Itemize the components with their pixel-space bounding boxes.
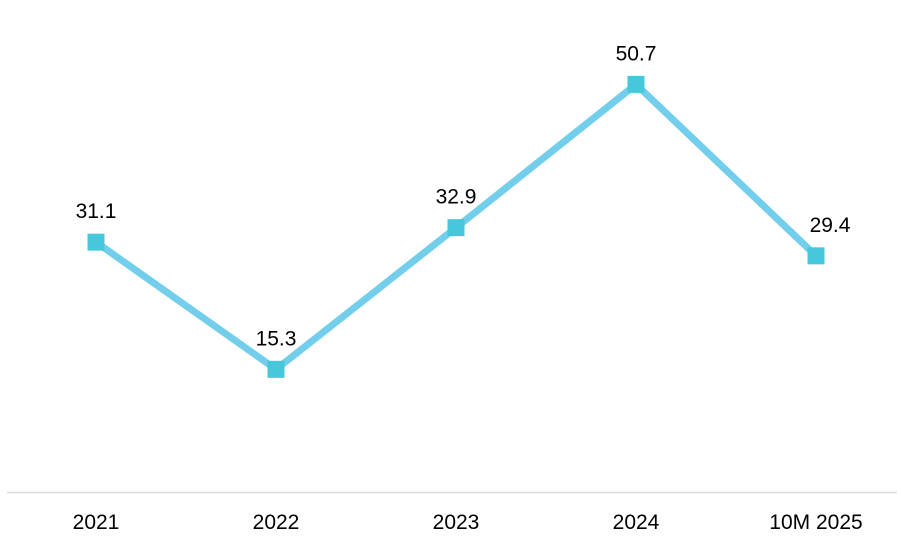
- data-label: 32.9: [436, 186, 477, 209]
- x-axis-tick-label: 2022: [253, 511, 300, 534]
- data-point-marker: [87, 233, 105, 251]
- data-label: 31.1: [76, 200, 117, 223]
- data-label: 50.7: [616, 42, 657, 65]
- x-axis-tick-label: 10M 2025: [769, 511, 862, 534]
- data-point-marker: [447, 219, 465, 237]
- data-label: 15.3: [256, 327, 297, 350]
- x-axis-tick-label: 2021: [73, 511, 120, 534]
- data-point-marker: [807, 247, 825, 265]
- data-point-marker: [627, 75, 645, 93]
- data-label: 29.4: [810, 214, 851, 237]
- x-axis-tick-label: 2023: [433, 511, 480, 534]
- x-axis-tick-label: 2024: [613, 511, 660, 534]
- data-point-marker: [267, 360, 285, 378]
